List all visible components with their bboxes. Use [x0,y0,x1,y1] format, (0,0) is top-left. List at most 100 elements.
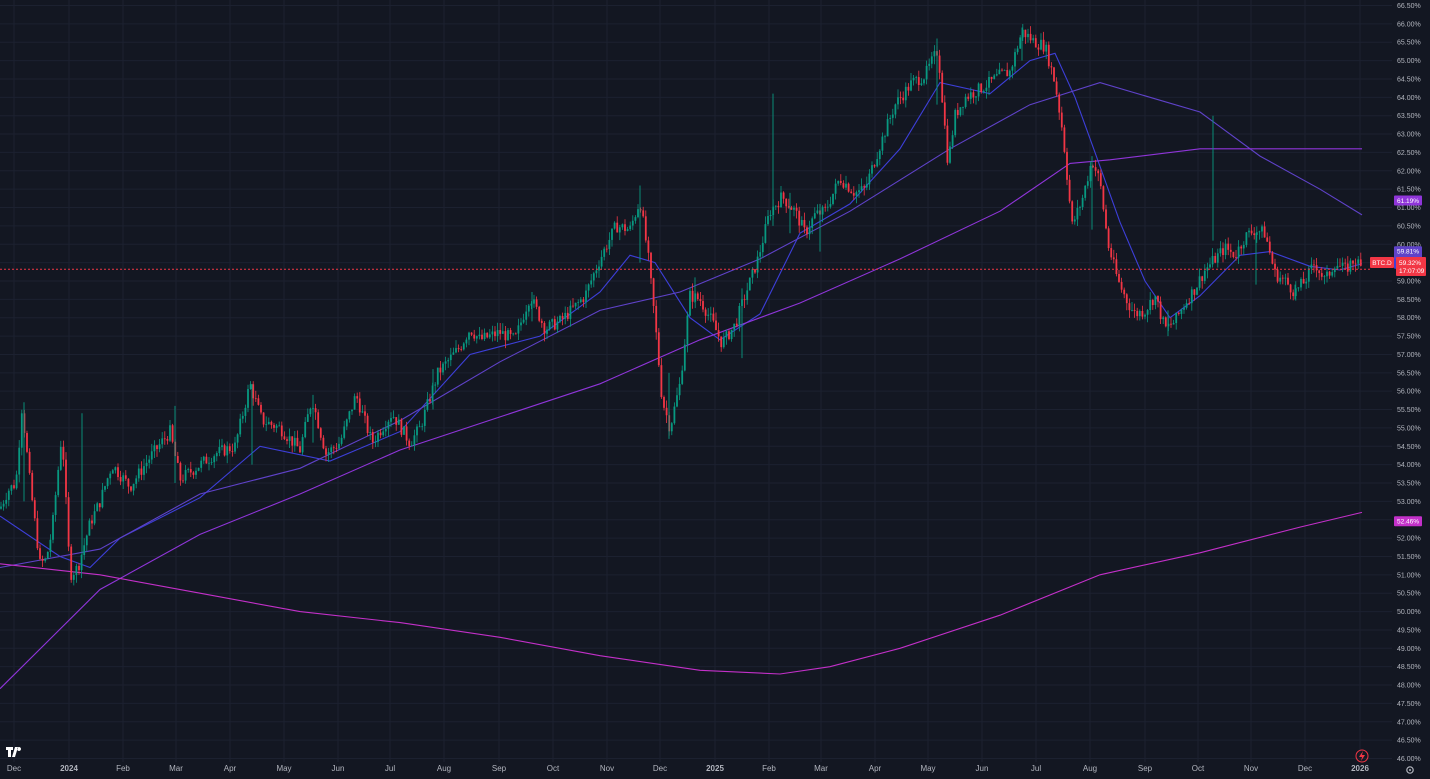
candle-body [769,215,772,217]
candle-body [1024,29,1027,38]
candle-body [657,332,660,366]
candle-body [192,472,195,475]
candle-body [301,437,304,453]
price-tick-label: 61.00% [1397,205,1421,212]
candle-body [405,426,408,441]
lightning-icon[interactable] [1355,749,1369,763]
candle-body [1034,38,1037,48]
candle-body [1092,165,1094,168]
candle-body [761,242,764,253]
candle-body [1333,268,1336,273]
candle-body [226,446,229,456]
candle-body [1196,287,1198,295]
price-tick-label: 65.00% [1397,58,1421,65]
candle-body [813,213,816,219]
candle-body [1263,226,1266,238]
price-tag-label: 52.46% [1397,519,1419,526]
candle-body [876,159,879,167]
candle-body [379,432,382,436]
candle-body [158,444,161,450]
candle-body [1354,263,1357,265]
candle-body [5,499,8,504]
time-tick-label: Mar [169,764,183,773]
candle-body [647,240,650,253]
candle-body [148,459,151,463]
tradingview-logo-icon[interactable] [6,746,24,758]
candle-body [735,323,738,326]
candle-body [262,412,265,425]
candle-body [462,343,465,350]
candle-body [436,367,439,385]
price-tick-label: 47.00% [1397,719,1421,726]
candle-body [1177,312,1180,314]
candle-body [325,448,327,455]
candle-body [886,119,889,137]
candle-body [59,446,62,470]
candle-body [33,500,36,519]
price-tick-label: 56.00% [1397,389,1421,396]
candle-body [452,352,455,355]
candle-body [1042,39,1045,52]
price-tick-label: 50.00% [1397,609,1421,616]
time-axis[interactable]: Dec 2024 Feb Mar Apr May Jun Jul Aug Sep Oct Nov Dec… [7,764,1370,773]
price-tick-label: 52.00% [1397,536,1421,543]
candle-body [338,443,340,449]
candle-body [1175,312,1178,324]
candle-body [249,384,252,390]
candle-body [221,445,223,448]
candle-body [410,445,413,447]
candle-body [72,575,75,580]
candle-body [655,305,658,333]
candle-body [286,439,288,441]
candle-body [920,83,923,86]
candle-body [200,460,203,468]
candle-body [132,483,135,491]
chart-grid [0,0,1392,762]
price-tick-label: 57.50% [1397,334,1421,341]
candle-body [371,432,374,443]
time-tick-label: Jul [385,764,395,773]
candle-body [267,421,270,425]
candle-body [106,478,109,487]
candle-body [1232,251,1235,258]
candle-body [1045,44,1048,52]
candle-body [473,334,476,339]
candle-body [702,301,704,310]
candle-body [600,256,603,267]
candle-body [538,306,541,321]
candle-body [1094,167,1097,171]
candle-body [949,146,951,163]
time-tick-label: Sep [492,764,507,773]
candle-body [748,277,751,291]
time-tick-label: Mar [814,764,828,773]
candle-body [356,396,359,399]
countdown-label: 17:07:09 [1399,268,1425,275]
candle-body [28,451,31,473]
candle-body [1227,243,1230,250]
price-axis[interactable]: 46.00% 46.50% 47.00% 47.50% 48.00% 48.50% 49.0… [1397,3,1421,763]
candle-body [434,384,437,386]
candle-body [1073,219,1076,222]
price-tick-label: 65.50% [1397,40,1421,47]
candle-body [163,438,166,440]
candle-body [41,558,44,561]
candle-body [1081,197,1084,208]
settings-gear-icon[interactable] [1405,765,1415,775]
candle-body [93,511,96,524]
candle-body [1047,44,1050,67]
price-tick-label: 62.50% [1397,150,1421,157]
time-tick-label: Dec [653,764,667,773]
candle-body [585,290,587,303]
candle-body [1016,48,1019,53]
price-tick-label: 63.50% [1397,113,1421,120]
time-tick-label: Aug [437,764,451,773]
candle-body [44,558,47,561]
time-tick-label: Feb [762,764,776,773]
candle-body [330,447,333,453]
candle-body [351,409,353,412]
candle-body [309,408,312,415]
candle-body [821,206,824,215]
candle-body [299,446,301,453]
moving-average-lines [0,52,1363,690]
